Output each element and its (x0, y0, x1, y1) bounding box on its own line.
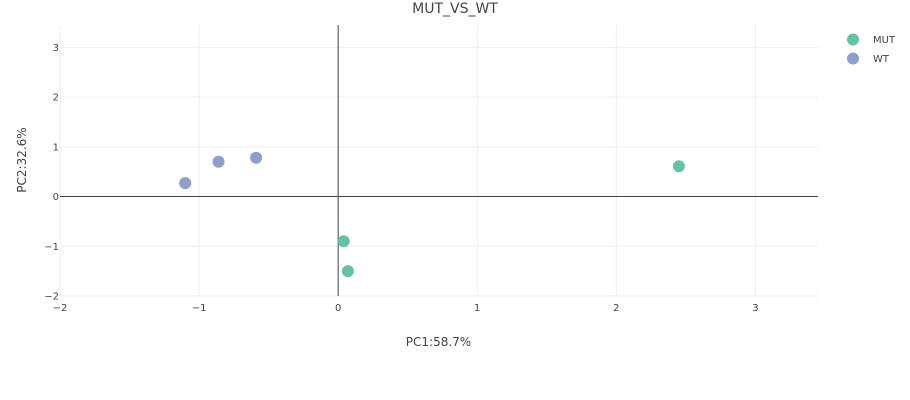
chart-title: MUT_VS_WT (412, 1, 498, 17)
x-axis-title: PC1:58.7% (406, 335, 471, 349)
y-tick-label: −1 (44, 242, 59, 253)
x-tick-label: 2 (613, 303, 619, 314)
y-tick-label: 2 (53, 93, 59, 104)
data-point-wt-3[interactable] (250, 151, 263, 164)
data-point-mut-2[interactable] (337, 235, 350, 248)
zero-lines (60, 25, 818, 296)
x-tick-label: 3 (752, 303, 758, 314)
legend-item-wt[interactable]: WT (847, 52, 890, 66)
data-point-mut-1[interactable] (672, 160, 685, 173)
y-axis-title: PC2:32.6% (15, 127, 29, 192)
legend-marker-mut (847, 33, 859, 46)
x-tick-label: −1 (192, 303, 207, 314)
legend-marker-wt (847, 52, 859, 65)
x-tick-label: 0 (335, 303, 341, 314)
grid-lines (59, 25, 818, 297)
legend-item-mut[interactable]: MUT (847, 33, 896, 47)
x-tick-label: 1 (474, 303, 480, 314)
data-points (179, 151, 685, 278)
x-tick-label: −2 (53, 303, 68, 314)
y-tick-label: −2 (44, 292, 59, 303)
data-point-wt-2[interactable] (212, 155, 225, 168)
legend[interactable]: MUT WT (847, 33, 896, 66)
y-tick-label: 3 (53, 43, 59, 54)
tick-labels: −2 −1 0 1 2 3 −2 −1 0 1 2 3 (44, 43, 758, 314)
y-tick-label: 0 (53, 192, 59, 203)
legend-label-wt: WT (873, 54, 890, 65)
data-point-mut-3[interactable] (341, 265, 354, 278)
legend-label-mut: MUT (873, 35, 896, 46)
y-tick-label: 1 (53, 142, 59, 153)
data-point-wt-1[interactable] (179, 177, 192, 190)
